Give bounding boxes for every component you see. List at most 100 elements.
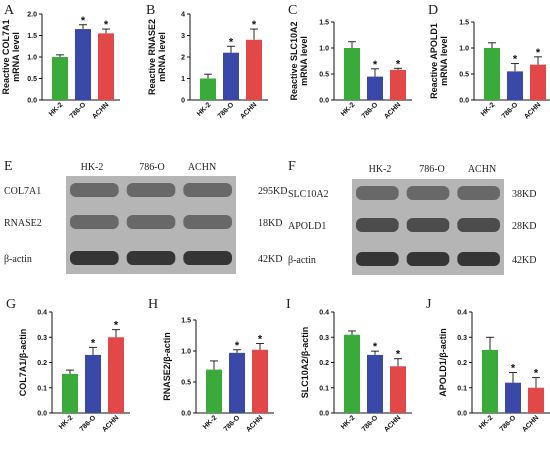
y-axis-label: Reactive RNASE2 xyxy=(147,19,157,95)
significance-star: * xyxy=(511,363,516,375)
bar-hk-2 xyxy=(344,48,360,100)
bar-hk-2 xyxy=(344,334,360,413)
y-axis-label: Reactive COL7A1 xyxy=(1,19,11,94)
protein-label: RNASE2 xyxy=(4,218,42,229)
category-label: 786-O xyxy=(223,414,242,433)
molecular-weight: 28KD xyxy=(512,221,536,232)
y-tick-label: 0.2 xyxy=(319,360,329,367)
significance-star: * xyxy=(91,337,96,349)
y-tick-label: 0.1 xyxy=(37,385,47,392)
y-tick-label: 0.0 xyxy=(457,411,467,418)
y-axis-label: mRNA level xyxy=(439,36,449,86)
bar-achn xyxy=(528,387,544,413)
bar-achn xyxy=(530,64,546,100)
bar-achn xyxy=(108,337,124,413)
blot-band xyxy=(406,218,450,232)
panel-letter: D xyxy=(428,3,438,18)
chart-panel-h: H 0.0 0.5 1.0 1.5 RNASE2/β-actin HK-2 * 786-O * AC… xyxy=(148,297,274,434)
panel-letter: G xyxy=(6,297,16,312)
panel-letter: C xyxy=(288,3,297,18)
y-axis-label: mRNA level xyxy=(11,32,21,82)
category-label: HK-2 xyxy=(480,101,497,118)
y-axis-label: Reactive SLC10A2 xyxy=(289,21,299,100)
lane-label: ACHN xyxy=(468,164,496,175)
y-axis-label: APOLD1/β-actin xyxy=(438,328,448,397)
protein-label: APOLD1 xyxy=(288,221,326,232)
bar-hk-2 xyxy=(200,78,216,100)
category-label: ACHN xyxy=(239,101,258,120)
protein-label: SLC10A2 xyxy=(288,189,329,200)
y-tick-label: 0.3 xyxy=(37,335,47,342)
y-tick-label: 0.0 xyxy=(319,411,329,418)
category-label: HK-2 xyxy=(202,414,219,431)
bar-achn xyxy=(390,69,406,100)
y-tick-label: 0.3 xyxy=(457,335,467,342)
bar-hk-2 xyxy=(52,57,68,100)
blot-band xyxy=(126,251,176,265)
panel-letter: A xyxy=(4,3,15,18)
chart-panel-d: D 0.0 0.5 1.0 1.5 Reactive APOLD1 mRNA level HK… xyxy=(428,3,550,121)
blot-band xyxy=(406,252,450,266)
molecular-weight: 42KD xyxy=(258,254,282,265)
bar-hk-2 xyxy=(62,373,78,413)
lane-label: 786-O xyxy=(139,162,165,173)
significance-star: * xyxy=(235,340,240,352)
bar-achn xyxy=(252,349,268,413)
significance-star: * xyxy=(513,54,518,66)
y-tick-label: 0.0 xyxy=(319,98,329,105)
significance-star: * xyxy=(396,349,401,361)
y-tick-label: 0.4 xyxy=(319,310,329,317)
significance-star: * xyxy=(229,36,234,48)
panel-letter: H xyxy=(148,297,158,312)
category-label: HK-2 xyxy=(48,101,65,118)
bar-786-o xyxy=(85,354,101,413)
bar-786-o xyxy=(505,382,521,413)
category-label: ACHN xyxy=(383,101,402,120)
blot-band xyxy=(70,251,119,265)
category-label: 786-O xyxy=(79,414,98,433)
bar-786-o xyxy=(367,354,383,413)
y-tick-label: 1.5 xyxy=(459,20,469,27)
category-label: 786-O xyxy=(501,101,520,120)
category-label: 786-O xyxy=(361,101,380,120)
y-tick-label: 1.0 xyxy=(27,55,37,62)
lane-label: ACHN xyxy=(188,162,216,173)
chart-panel-i: I 0.0 0.1 0.2 0.3 0.4 SLC10A2/β-actin HK-2 * 786-… xyxy=(286,297,412,434)
bar-hk-2 xyxy=(482,349,498,413)
y-tick-label: 3 xyxy=(181,33,185,40)
bar-hk-2 xyxy=(206,369,222,413)
category-label: HK-2 xyxy=(340,414,357,431)
lane-label: HK-2 xyxy=(81,162,104,173)
blot-band xyxy=(183,183,232,197)
y-tick-label: 2 xyxy=(181,55,185,62)
significance-star: * xyxy=(536,47,541,59)
protein-label: β-actin xyxy=(4,254,32,265)
category-label: HK-2 xyxy=(58,414,75,431)
y-tick-label: 0.4 xyxy=(37,310,47,317)
molecular-weight: 42KD xyxy=(512,255,536,266)
y-tick-label: 0.5 xyxy=(459,72,469,79)
y-tick-label: 0.2 xyxy=(457,360,467,367)
protein-label: COL7A1 xyxy=(4,186,41,197)
bar-achn xyxy=(246,39,262,100)
category-label: ACHN xyxy=(245,414,264,433)
y-tick-label: 4 xyxy=(181,12,185,19)
panel-letter: I xyxy=(286,297,291,312)
blot-band xyxy=(356,218,399,232)
significance-star: * xyxy=(534,368,539,380)
y-tick-label: 2.0 xyxy=(27,12,37,19)
protein-label: β-actin xyxy=(288,255,316,266)
blot-band xyxy=(457,252,500,266)
y-tick-label: 0.0 xyxy=(37,411,47,418)
y-tick-label: 0.4 xyxy=(457,310,467,317)
y-tick-label: 1.5 xyxy=(27,33,37,40)
y-tick-label: 0.5 xyxy=(319,72,329,79)
y-tick-label: 0.0 xyxy=(459,98,469,105)
y-tick-label: 1.0 xyxy=(181,349,191,356)
bar-achn xyxy=(98,33,114,100)
y-axis-label: RNASE2/β-actin xyxy=(162,332,172,401)
significance-star: * xyxy=(258,334,263,346)
panel-letter: B xyxy=(146,3,155,18)
significance-star: * xyxy=(373,59,378,71)
